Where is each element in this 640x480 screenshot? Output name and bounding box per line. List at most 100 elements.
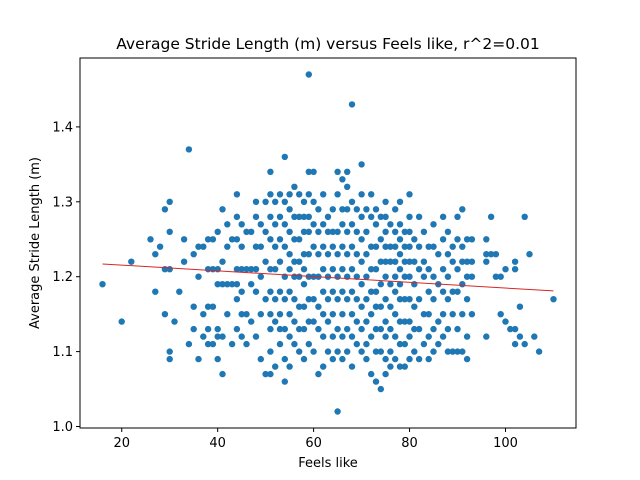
data-point xyxy=(286,288,293,295)
data-point xyxy=(272,266,279,273)
data-point xyxy=(406,296,413,303)
data-point xyxy=(286,228,293,235)
data-point xyxy=(305,168,312,175)
data-point xyxy=(358,236,365,243)
data-point xyxy=(449,348,456,355)
data-point xyxy=(444,348,452,355)
data-point xyxy=(180,258,188,265)
data-point xyxy=(267,325,274,333)
data-point xyxy=(454,236,461,243)
data-point xyxy=(281,221,288,228)
data-point xyxy=(310,348,317,355)
data-point xyxy=(286,251,293,258)
data-point xyxy=(190,303,197,310)
data-point xyxy=(396,251,404,258)
data-point xyxy=(185,340,193,348)
data-point xyxy=(382,370,389,378)
data-point xyxy=(348,266,356,273)
data-point xyxy=(368,333,375,340)
data-point xyxy=(209,303,217,310)
data-point xyxy=(392,288,399,295)
data-point xyxy=(459,281,466,288)
data-point xyxy=(392,206,399,213)
data-point xyxy=(329,243,336,250)
data-point xyxy=(214,325,221,333)
data-point xyxy=(305,340,312,348)
data-point xyxy=(339,355,346,363)
data-point xyxy=(401,273,408,280)
data-point xyxy=(358,348,365,355)
data-point xyxy=(128,258,135,265)
data-point xyxy=(291,318,298,325)
data-point xyxy=(286,311,293,318)
data-point xyxy=(511,258,519,265)
data-point xyxy=(439,288,447,295)
data-point xyxy=(454,325,461,333)
x-tick-label: 20 xyxy=(113,436,130,451)
data-point xyxy=(425,243,432,250)
data-point xyxy=(320,333,327,340)
data-point xyxy=(329,266,336,273)
data-point xyxy=(248,228,255,235)
y-tick-label: 1.1 xyxy=(52,345,73,360)
data-point xyxy=(228,236,236,243)
data-point xyxy=(415,266,423,273)
data-point xyxy=(387,243,394,250)
data-point xyxy=(468,236,476,243)
data-point xyxy=(315,325,322,333)
data-point xyxy=(459,348,466,355)
data-point xyxy=(425,288,432,295)
data-point xyxy=(286,333,293,340)
data-point xyxy=(382,243,389,250)
data-point xyxy=(324,296,332,303)
data-point xyxy=(252,243,260,250)
data-point xyxy=(468,311,476,318)
data-point xyxy=(339,266,346,273)
data-point xyxy=(459,258,466,265)
data-point xyxy=(300,198,308,205)
data-point xyxy=(339,333,346,340)
data-point xyxy=(214,333,221,340)
data-point xyxy=(411,303,418,310)
data-point xyxy=(214,281,221,288)
data-point xyxy=(329,311,336,318)
data-point xyxy=(396,318,404,325)
data-point xyxy=(344,348,351,355)
data-point xyxy=(411,325,418,333)
data-point xyxy=(401,228,408,235)
data-point xyxy=(310,168,317,175)
data-point xyxy=(267,266,274,273)
data-point xyxy=(291,213,298,220)
data-point xyxy=(420,228,428,235)
data-point xyxy=(161,206,169,213)
data-point xyxy=(387,258,394,265)
data-point xyxy=(353,318,360,325)
data-point xyxy=(377,258,384,265)
data-point xyxy=(487,213,495,220)
data-point xyxy=(281,378,288,385)
data-point xyxy=(310,198,317,205)
data-point xyxy=(358,161,365,168)
data-point xyxy=(511,325,519,333)
data-point xyxy=(521,213,528,220)
data-point xyxy=(415,243,423,250)
data-point xyxy=(492,273,500,280)
data-point xyxy=(425,333,432,340)
data-point xyxy=(339,221,346,228)
data-point xyxy=(195,355,202,363)
data-point xyxy=(272,363,279,370)
data-point xyxy=(372,206,380,213)
data-point xyxy=(252,213,260,220)
data-point xyxy=(296,273,303,280)
data-point xyxy=(324,251,332,258)
x-tick-label: 60 xyxy=(305,436,322,451)
data-point xyxy=(392,333,399,340)
data-point xyxy=(435,251,442,258)
data-point xyxy=(243,340,250,348)
data-point xyxy=(281,243,288,250)
data-point xyxy=(382,198,389,205)
data-point xyxy=(502,318,509,325)
data-point xyxy=(396,266,404,273)
data-point xyxy=(262,228,269,235)
data-point xyxy=(454,288,461,295)
